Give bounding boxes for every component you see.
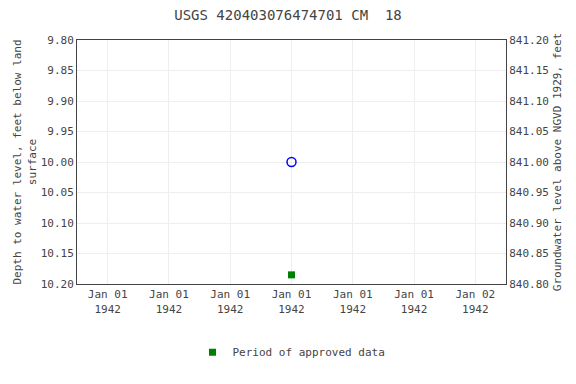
svg-text:840.85: 840.85	[509, 247, 549, 260]
svg-text:Depth to water level, feet bel: Depth to water level, feet below landsur…	[11, 39, 38, 284]
svg-text:841.05: 841.05	[509, 125, 549, 138]
svg-text:841.00: 841.00	[509, 156, 549, 169]
svg-text:Groundwater level above NGVD 1: Groundwater level above NGVD 1929, feet	[551, 33, 564, 291]
svg-text:USGS 420403076474701 CM 18: USGS 420403076474701 CM 18	[174, 7, 402, 23]
svg-text:Jan 011942: Jan 011942	[272, 288, 312, 315]
svg-text:10.05: 10.05	[41, 186, 74, 199]
svg-text:Jan 011942: Jan 011942	[210, 288, 250, 315]
svg-text:840.80: 840.80	[509, 278, 549, 291]
svg-text:840.95: 840.95	[509, 186, 549, 199]
svg-text:Jan 011942: Jan 011942	[394, 288, 434, 315]
svg-text:10.00: 10.00	[41, 156, 74, 169]
svg-text:841.15: 841.15	[509, 64, 549, 77]
svg-text:9.85: 9.85	[47, 64, 74, 77]
svg-text:10.15: 10.15	[41, 247, 74, 260]
svg-text:9.80: 9.80	[47, 34, 74, 47]
svg-text:Jan 021942: Jan 021942	[455, 288, 495, 315]
svg-text:9.95: 9.95	[47, 125, 74, 138]
svg-text:841.10: 841.10	[509, 95, 549, 108]
svg-text:Period of approved data: Period of approved data	[233, 346, 385, 359]
svg-text:10.20: 10.20	[41, 278, 74, 291]
svg-text:Jan 011942: Jan 011942	[149, 288, 189, 315]
svg-text:Jan 011942: Jan 011942	[88, 288, 128, 315]
svg-text:841.20: 841.20	[509, 34, 549, 47]
svg-text:9.90: 9.90	[47, 95, 74, 108]
svg-text:840.90: 840.90	[509, 217, 549, 230]
svg-text:10.10: 10.10	[41, 217, 74, 230]
svg-text:Jan 011942: Jan 011942	[333, 288, 373, 315]
